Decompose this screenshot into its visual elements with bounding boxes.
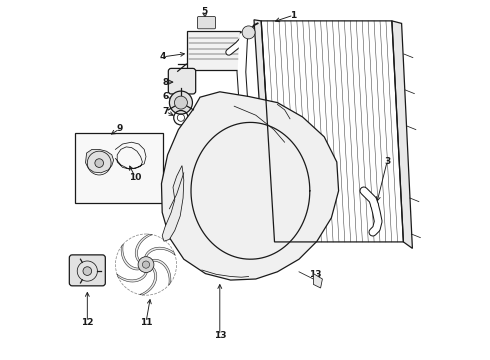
Polygon shape [254, 20, 274, 245]
Polygon shape [145, 247, 175, 258]
Polygon shape [392, 21, 413, 248]
Text: 9: 9 [117, 124, 123, 133]
FancyBboxPatch shape [69, 255, 105, 286]
FancyBboxPatch shape [197, 17, 216, 29]
FancyBboxPatch shape [169, 68, 196, 94]
Text: 8: 8 [163, 77, 169, 86]
Text: 5: 5 [201, 7, 208, 16]
Text: 6: 6 [163, 92, 169, 101]
Polygon shape [135, 234, 152, 263]
Circle shape [174, 96, 187, 109]
Text: 11: 11 [140, 318, 152, 327]
Polygon shape [150, 259, 171, 285]
Text: 2: 2 [254, 197, 261, 205]
Polygon shape [162, 166, 184, 241]
Text: 3: 3 [384, 157, 391, 166]
Text: 12: 12 [81, 318, 94, 327]
Circle shape [138, 257, 154, 273]
Polygon shape [140, 266, 157, 295]
Circle shape [83, 267, 92, 275]
Polygon shape [162, 92, 339, 280]
Circle shape [143, 261, 149, 268]
Text: 13: 13 [214, 331, 226, 340]
Text: 1: 1 [291, 10, 297, 19]
Text: 13: 13 [309, 270, 321, 279]
Text: 4: 4 [160, 52, 166, 61]
Polygon shape [314, 274, 322, 288]
Polygon shape [121, 244, 141, 270]
Circle shape [242, 26, 255, 39]
Bar [75, 133, 163, 203]
Text: 10: 10 [129, 173, 142, 181]
Polygon shape [86, 149, 114, 173]
Bar [187, 31, 240, 70]
Text: 7: 7 [163, 107, 169, 116]
Circle shape [170, 91, 193, 114]
Circle shape [95, 159, 103, 167]
Polygon shape [117, 271, 147, 282]
